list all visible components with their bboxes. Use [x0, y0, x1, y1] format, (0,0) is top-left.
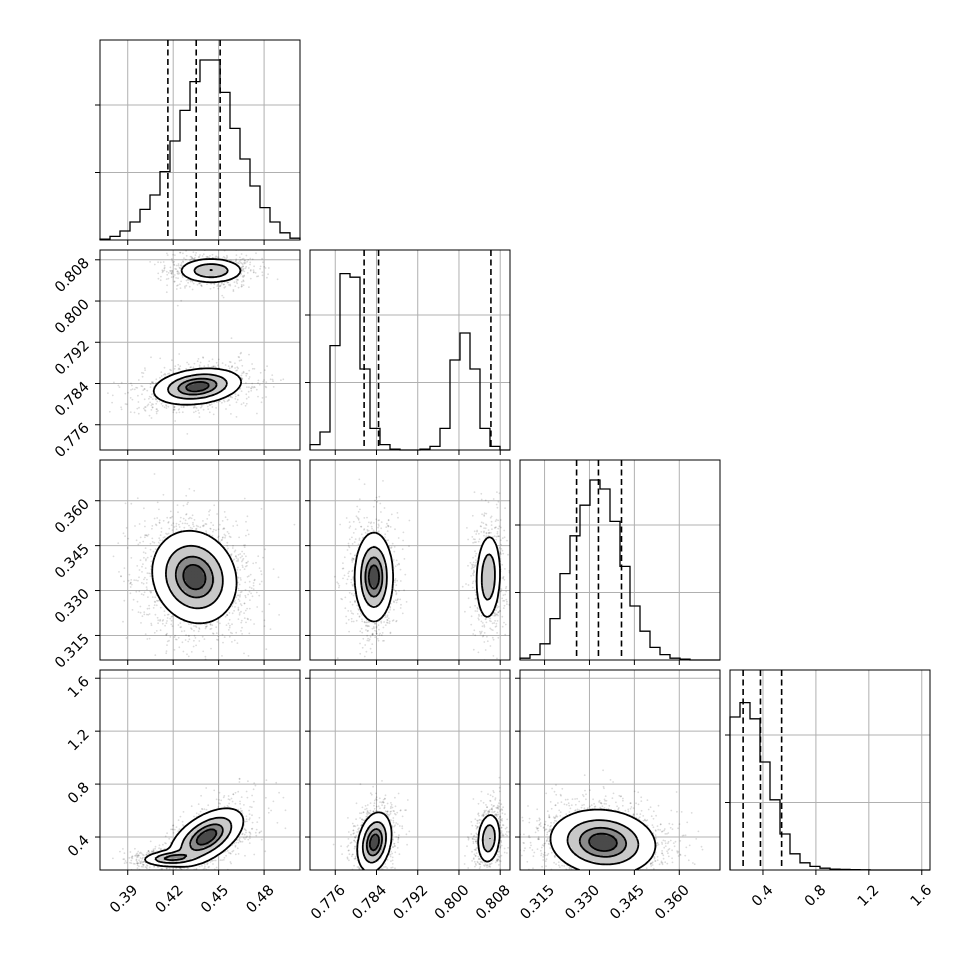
contour-level-2 [177, 269, 218, 396]
contour-level-1 [154, 816, 233, 864]
panel-frame [519, 459, 721, 661]
y-tick-label: 0.345 [52, 541, 93, 582]
hist-panel-1 [305, 249, 511, 455]
panel-frame [309, 459, 511, 661]
x-tick-label: 0.8 [802, 882, 830, 910]
density-fill [151, 531, 238, 624]
contour-lines [356, 811, 501, 870]
x-tick-label: 0.792 [391, 882, 432, 923]
contour-level-2 [365, 828, 491, 857]
panel-frame [309, 669, 511, 871]
contour-level-3 [588, 832, 618, 852]
contour-level-1 [361, 821, 496, 864]
x-tick-label: 0.776 [308, 882, 349, 923]
contour-level-0 [353, 531, 501, 623]
joint-panel-0-3: 0.39 0.42 0.45 0.48 0.4 0.8 1.2 1.6 [65, 669, 301, 916]
contour-level-3 [195, 828, 218, 846]
contour-level-2 [578, 826, 628, 858]
x-tick-label: 0.4 [749, 882, 777, 910]
x-tick-label: 0.784 [349, 882, 390, 923]
grid-lines [730, 670, 930, 870]
x-tick-label: 0.330 [562, 882, 603, 923]
y-tick-label: 0.792 [52, 338, 93, 379]
contour-level-1 [165, 544, 224, 610]
x-tick-label: 0.39 [107, 882, 141, 916]
x-tick-label: 0.48 [244, 882, 278, 916]
contour-lines [549, 808, 657, 870]
x-tick-label: 0.42 [153, 882, 187, 916]
y-tick-label: 0.330 [52, 586, 93, 627]
panel-frame [99, 39, 301, 241]
panel-frame [99, 669, 301, 871]
contour-lines [144, 807, 245, 868]
x-tick-label: 1.2 [855, 882, 883, 910]
contour-level-0 [549, 808, 657, 870]
x-tick-label: 0.808 [473, 882, 514, 923]
contour-level-0 [144, 807, 245, 868]
x-tick-label: 0.315 [517, 882, 558, 923]
grid-lines [310, 250, 510, 450]
contour-lines [353, 531, 501, 623]
contour-level-0 [356, 811, 501, 870]
grid-lines [100, 460, 300, 660]
contour-level-1 [360, 546, 496, 608]
panel-frame [309, 249, 511, 451]
y-tick-label: 0.360 [52, 496, 93, 537]
contour-level-1 [566, 819, 640, 866]
contour-level-2 [364, 556, 384, 598]
contour-level-0 [151, 529, 238, 625]
joint-panel-2-3: 0.315 0.330 0.345 0.360 [515, 669, 721, 923]
histogram-step-line [519, 479, 720, 661]
y-tick-label: 0.784 [52, 379, 93, 420]
panel-frame [99, 249, 301, 451]
joint-panel-1-2 [305, 459, 511, 665]
grid-lines [310, 670, 510, 870]
contour-level-3 [185, 381, 210, 393]
y-tick-label: 0.8 [65, 780, 93, 808]
panel-frame [729, 669, 931, 871]
y-tick-label: 0.808 [52, 255, 93, 296]
x-tick-label: 1.6 [908, 882, 936, 910]
histogram-step-line [99, 59, 301, 240]
contour-level-3 [182, 564, 207, 591]
histogram-step-line [309, 272, 510, 451]
panel-frame [519, 669, 721, 871]
joint-panel-1-3: 0.776 0.784 0.792 0.800 0.808 [305, 669, 514, 923]
contour-level-2 [174, 555, 214, 599]
x-tick-label: 0.800 [432, 882, 473, 923]
contour-level-3 [368, 833, 380, 852]
y-tick-label: 1.2 [65, 727, 93, 755]
y-tick-label: 0.315 [52, 631, 93, 672]
y-tick-label: 0.4 [65, 833, 93, 861]
contour-level-0 [152, 258, 243, 406]
grid-lines [100, 40, 300, 240]
hist-panel-0 [95, 39, 301, 245]
contour-lines [152, 258, 243, 406]
contour-lines [151, 529, 238, 625]
hist-panel-3: 0.4 0.8 1.2 1.6 [725, 669, 936, 910]
contour-level-2 [163, 823, 224, 861]
contour-level-1 [167, 263, 229, 400]
x-tick-label: 0.45 [198, 882, 232, 916]
grid-lines [310, 460, 510, 660]
y-tick-label: 0.776 [52, 420, 93, 461]
contour-level-3 [367, 564, 380, 590]
x-tick-label: 0.345 [607, 882, 648, 923]
panel-frame [99, 459, 301, 661]
density-fill [551, 810, 655, 870]
grid-lines [100, 670, 300, 870]
hist-panel-2 [515, 459, 721, 665]
y-tick-label: 0.800 [52, 297, 93, 338]
y-tick-label: 1.6 [65, 674, 93, 702]
x-tick-label: 0.360 [652, 882, 693, 923]
